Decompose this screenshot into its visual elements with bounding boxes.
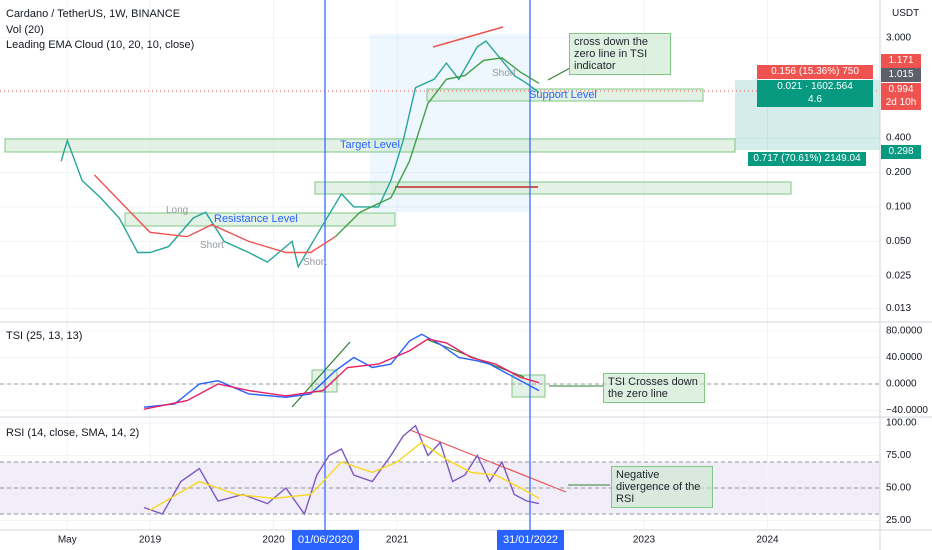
y-tick-label: 0.050 (886, 236, 911, 247)
signal-label: Short (303, 257, 327, 268)
zone (314, 181, 792, 195)
stop-label: 0.156 (15.36%) 750 (757, 65, 873, 79)
note: Negative divergence of the RSI (611, 466, 713, 508)
series-line (93, 174, 336, 254)
arrow (291, 341, 351, 408)
x-tick-label: 2023 (633, 535, 656, 546)
symbol-title: Cardano / TetherUS, 1W, BINANCE (6, 8, 181, 20)
x-tick-label: May (58, 535, 77, 546)
y-tick-label: 0.100 (886, 202, 911, 213)
signal-label: Short (492, 68, 516, 79)
series-line (60, 40, 540, 269)
level-label: Target Level (340, 139, 400, 151)
arrow (547, 67, 571, 81)
note: TSI Crosses down the zero line (603, 373, 705, 403)
y-tick-label: 0.0000 (886, 379, 917, 390)
ratio-label: 0.021 · 1602.564 (757, 80, 873, 94)
y-tick-label: 0.200 (886, 167, 911, 178)
y-tick-label: 80.0000 (886, 326, 923, 337)
x-tick-label: 2019 (139, 535, 162, 546)
level-label: Resistance Level (214, 213, 298, 225)
series-line (149, 441, 540, 511)
series-line (143, 338, 540, 410)
profit-label: 0.717 (70.61%) 2149.04 (748, 152, 866, 166)
y-tick-label: 0.025 (886, 271, 911, 282)
date-label: 01/06/2020 (292, 530, 360, 550)
trend-line (432, 26, 504, 48)
signal-label: Short (200, 240, 224, 251)
x-tick-label: 2020 (262, 535, 285, 546)
target-zone (4, 138, 736, 153)
volume-legend: Vol (20) (6, 24, 44, 36)
y-tick-label: −40.0000 (886, 405, 928, 416)
rsi-band (0, 461, 880, 514)
y-tick-label: 25.00 (886, 515, 911, 526)
price-tag: 0.994 (881, 83, 921, 97)
ema-legend: Leading EMA Cloud (10, 20, 10, close) (6, 39, 195, 51)
y-tick-label: 100.00 (886, 418, 917, 429)
series-line (334, 57, 540, 238)
price-tag: 1.171 (881, 54, 921, 68)
rr-label: 4.6 (757, 93, 873, 107)
x-tick-label: 2021 (386, 535, 409, 546)
support-zone (426, 88, 704, 102)
divergence-line (409, 429, 567, 493)
price-tag: 1.015 (881, 68, 921, 82)
note: cross down the zero line in TSI indicato… (569, 33, 671, 75)
y-tick-label: 75.00 (886, 450, 911, 461)
date-label: 31/01/2022 (497, 530, 565, 550)
currency: USDT (892, 8, 920, 19)
y-tick-label: 0.400 (886, 133, 911, 144)
y-tick-label: 40.0000 (886, 352, 923, 363)
series-line (143, 424, 540, 516)
countdown-tag: 2d 10h (881, 96, 921, 110)
signal-label: Long (166, 205, 189, 216)
rsi-legend: RSI (14, close, SMA, 14, 2) (6, 427, 140, 439)
y-tick-label: 3.000 (886, 32, 911, 43)
y-tick-label: 50.00 (886, 483, 911, 494)
price-tag: 0.298 (881, 145, 921, 159)
level-label: Support Level (529, 89, 597, 101)
x-tick-label: 2024 (756, 535, 779, 546)
series-line (143, 333, 540, 408)
y-tick-label: 0.013 (886, 303, 911, 314)
tsi-legend: TSI (25, 13, 13) (6, 330, 83, 342)
